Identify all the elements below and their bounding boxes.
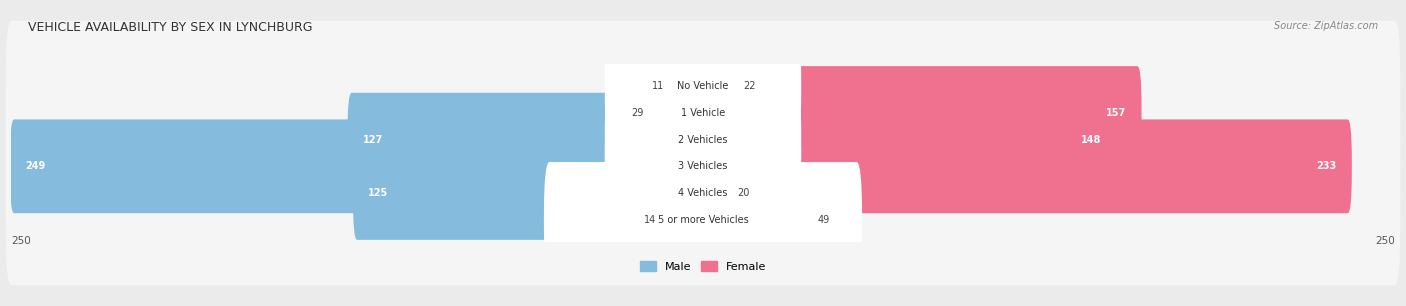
Text: 1 Vehicle: 1 Vehicle [681, 108, 725, 118]
Text: 127: 127 [363, 135, 382, 145]
Text: 2 Vehicles: 2 Vehicles [678, 135, 728, 145]
Text: 250: 250 [1375, 237, 1395, 246]
FancyBboxPatch shape [353, 146, 707, 240]
FancyBboxPatch shape [605, 109, 801, 224]
FancyBboxPatch shape [659, 173, 707, 267]
FancyBboxPatch shape [544, 162, 862, 277]
FancyBboxPatch shape [6, 21, 1400, 152]
Text: 233: 233 [1316, 161, 1337, 171]
Text: Source: ZipAtlas.com: Source: ZipAtlas.com [1274, 21, 1378, 32]
FancyBboxPatch shape [605, 136, 801, 251]
FancyBboxPatch shape [6, 154, 1400, 285]
Text: 11: 11 [652, 81, 664, 91]
FancyBboxPatch shape [668, 39, 707, 133]
FancyBboxPatch shape [613, 55, 793, 170]
Text: 29: 29 [631, 108, 644, 118]
FancyBboxPatch shape [347, 93, 707, 187]
Text: 249: 249 [25, 161, 45, 171]
FancyBboxPatch shape [6, 74, 1400, 205]
FancyBboxPatch shape [10, 119, 707, 213]
FancyBboxPatch shape [605, 29, 801, 144]
Text: 157: 157 [1107, 108, 1126, 118]
Text: 3 Vehicles: 3 Vehicles [678, 161, 728, 171]
Text: 4 Vehicles: 4 Vehicles [678, 188, 728, 198]
FancyBboxPatch shape [605, 82, 801, 197]
Text: 250: 250 [11, 237, 31, 246]
FancyBboxPatch shape [6, 47, 1400, 179]
FancyBboxPatch shape [699, 119, 1351, 213]
FancyBboxPatch shape [6, 127, 1400, 259]
Legend: Male, Female: Male, Female [636, 256, 770, 276]
Text: VEHICLE AVAILABILITY BY SEX IN LYNCHBURG: VEHICLE AVAILABILITY BY SEX IN LYNCHBURG [28, 21, 312, 34]
Text: No Vehicle: No Vehicle [678, 81, 728, 91]
FancyBboxPatch shape [699, 39, 768, 133]
FancyBboxPatch shape [699, 146, 762, 240]
FancyBboxPatch shape [699, 173, 842, 267]
FancyBboxPatch shape [699, 93, 1116, 187]
Text: 5 or more Vehicles: 5 or more Vehicles [658, 215, 748, 225]
Text: 22: 22 [742, 81, 755, 91]
FancyBboxPatch shape [6, 101, 1400, 232]
Text: 20: 20 [738, 188, 749, 198]
FancyBboxPatch shape [619, 66, 707, 160]
Text: 148: 148 [1081, 135, 1101, 145]
Text: 49: 49 [818, 215, 831, 225]
Text: 14: 14 [644, 215, 657, 225]
FancyBboxPatch shape [699, 66, 1142, 160]
Text: 125: 125 [368, 188, 388, 198]
